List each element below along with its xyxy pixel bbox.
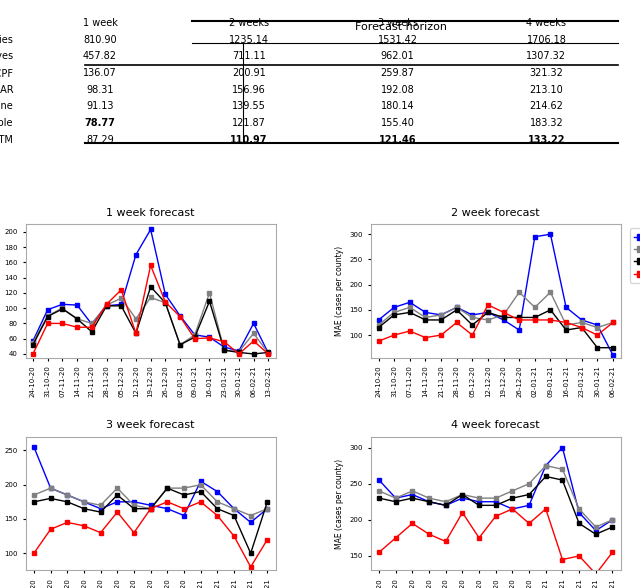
Point — [188, 18, 196, 25]
Point — [239, 39, 246, 46]
Text: Forecast horizon: Forecast horizon — [355, 22, 447, 32]
Title: 3 week forecast: 3 week forecast — [106, 420, 195, 430]
Y-axis label: MAE (cases per county): MAE (cases per county) — [335, 459, 344, 549]
Title: 2 week forecast: 2 week forecast — [451, 208, 540, 218]
Point — [188, 39, 196, 46]
Point — [614, 39, 621, 46]
Point — [614, 18, 621, 25]
Title: 4 week forecast: 4 week forecast — [451, 420, 540, 430]
Point — [239, 139, 246, 146]
Y-axis label: MAE (cases per county): MAE (cases per county) — [335, 246, 344, 336]
Title: 1 week forecast: 1 week forecast — [106, 208, 195, 218]
Legend: FAIR-NRAR, Baseline, Ensemble, COVID-LSTM: FAIR-NRAR, Baseline, Ensemble, COVID-LST… — [630, 228, 640, 283]
